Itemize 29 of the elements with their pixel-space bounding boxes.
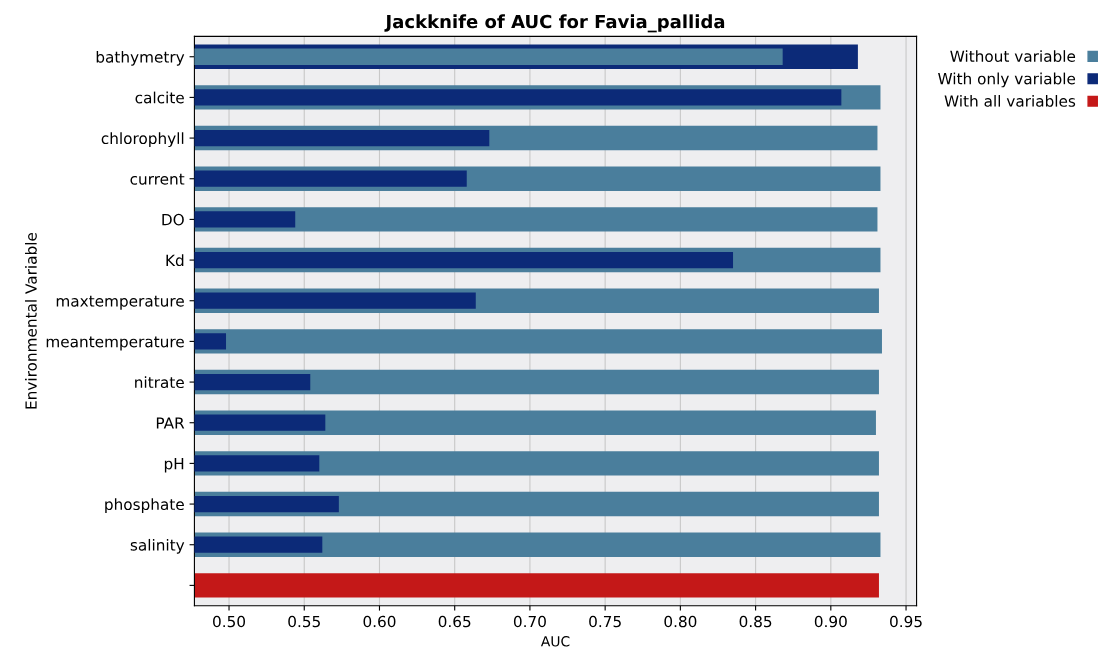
y-tick-label: maxtemperature [56,295,184,310]
y-tick-label: meantemperature [46,336,184,351]
y-tick-label: current [130,173,185,185]
x-tick-label: 0.60 [363,615,396,628]
x-tick-label: 0.90 [814,615,847,628]
x-tick-label: 0.70 [513,615,546,628]
x-tick-label: 0.55 [288,615,320,628]
y-tick-label: Kd [166,254,184,267]
x-tick-label: 0.65 [438,615,471,628]
chart-title: Jackknife of AUC for Favia_pallida [384,14,725,33]
legend-label: Without variable [950,50,1076,62]
x-tick-label: 0.80 [664,615,697,628]
y-tick-label: PAR [156,417,185,429]
y-tick-label: DO [162,213,184,226]
legend-label: With only variable [938,72,1076,88]
x-tick-label: 0.50 [213,615,246,628]
y-tick-label: chlorophyll [101,132,184,148]
legend-label: With all variables [944,95,1076,107]
y-tick-label: calcite [135,91,184,104]
y-tick-label: pH [164,458,184,473]
x-tick-label: 0.75 [589,615,621,628]
y-tick-label: bathymetry [96,50,185,66]
x-tick-label: 0.95 [890,615,922,628]
y-axis-title: Environmental Variable [25,232,37,409]
y-tick-label: nitrate [135,376,184,389]
y-tick-label: salinity [130,538,185,554]
y-tick-label: phosphate [105,498,184,514]
x-axis-title: AUC [540,636,570,647]
x-tick-label: 0.85 [739,615,772,628]
